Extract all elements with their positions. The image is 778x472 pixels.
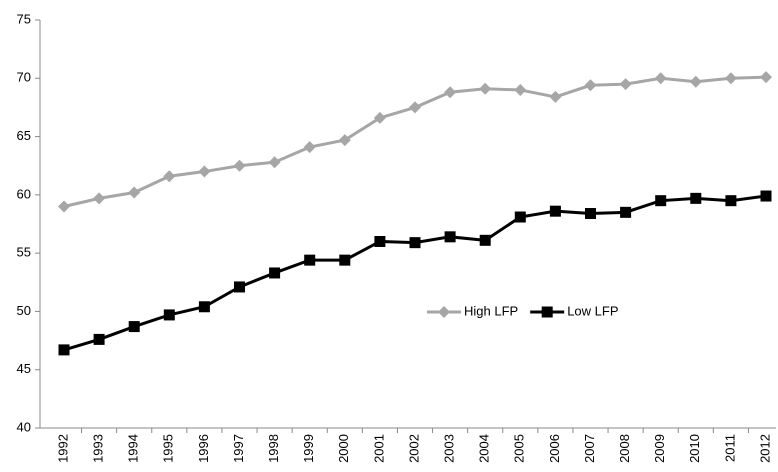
x-tick-label: 2011 [722, 434, 737, 462]
legend-label: High LFP [464, 303, 518, 318]
x-tick-label: 1993 [91, 434, 106, 463]
point [444, 231, 456, 243]
point [128, 321, 140, 333]
y-tick-label: 40 [17, 419, 31, 434]
point [760, 190, 772, 202]
point [58, 200, 70, 213]
y-tick-label: 55 [17, 245, 31, 260]
point [58, 344, 70, 356]
x-tick-label: 2004 [477, 434, 492, 463]
point [93, 333, 105, 345]
x-tick-label: 1999 [301, 434, 316, 463]
x-tick-label: 1992 [55, 434, 70, 463]
point [619, 78, 632, 91]
point [303, 141, 316, 154]
point [479, 82, 492, 95]
x-tick-label: 1997 [231, 434, 246, 463]
y-tick-label: 60 [17, 186, 31, 201]
point [479, 234, 491, 246]
point [725, 195, 737, 207]
point [304, 254, 316, 266]
x-tick-label: 2009 [652, 434, 667, 463]
y-tick-label: 65 [17, 128, 31, 143]
x-tick-label: 2010 [687, 434, 702, 463]
point [163, 309, 175, 321]
point [760, 71, 772, 84]
x-tick-label: 1995 [161, 434, 176, 463]
legend-marker [438, 306, 450, 318]
point [268, 156, 281, 169]
point [655, 195, 667, 207]
x-tick-label: 1998 [266, 434, 281, 463]
x-tick-label: 2003 [442, 434, 457, 463]
point [269, 267, 281, 279]
point [654, 72, 667, 85]
series-line [63, 194, 767, 352]
point [198, 165, 211, 178]
legend-marker [541, 306, 553, 318]
series-line [63, 75, 767, 208]
x-tick-label: 2001 [371, 434, 386, 463]
point [514, 83, 527, 96]
point [233, 159, 246, 172]
point [128, 186, 141, 199]
x-tick-label: 2012 [757, 434, 772, 463]
point [198, 301, 210, 313]
x-tick-label: 2006 [547, 434, 562, 463]
y-tick-label: 45 [17, 361, 31, 376]
point [514, 211, 526, 223]
x-tick-label: 1996 [196, 434, 211, 463]
point [724, 72, 737, 85]
point [444, 86, 457, 99]
y-tick-label: 50 [17, 303, 31, 318]
x-tick-label: 1994 [126, 434, 141, 463]
x-tick-label: 2002 [406, 434, 421, 463]
x-tick-label: 2005 [512, 434, 527, 463]
point [163, 170, 176, 183]
point [549, 90, 562, 103]
x-tick-label: 2008 [617, 434, 632, 463]
point [549, 205, 561, 217]
point [620, 206, 632, 218]
legend-label: Low LFP [567, 303, 618, 318]
point [339, 254, 351, 266]
x-tick-label: 2000 [336, 434, 351, 463]
y-tick-label: 70 [17, 70, 31, 85]
x-tick-label: 2007 [582, 434, 597, 463]
y-tick-label: 75 [17, 11, 31, 26]
point [585, 208, 596, 220]
point [338, 134, 351, 147]
point [409, 101, 421, 114]
point [689, 75, 702, 88]
point [93, 192, 106, 205]
point [409, 237, 421, 249]
point [373, 111, 386, 124]
point [584, 79, 597, 92]
point [374, 235, 386, 247]
point [234, 281, 245, 293]
point [690, 192, 702, 204]
